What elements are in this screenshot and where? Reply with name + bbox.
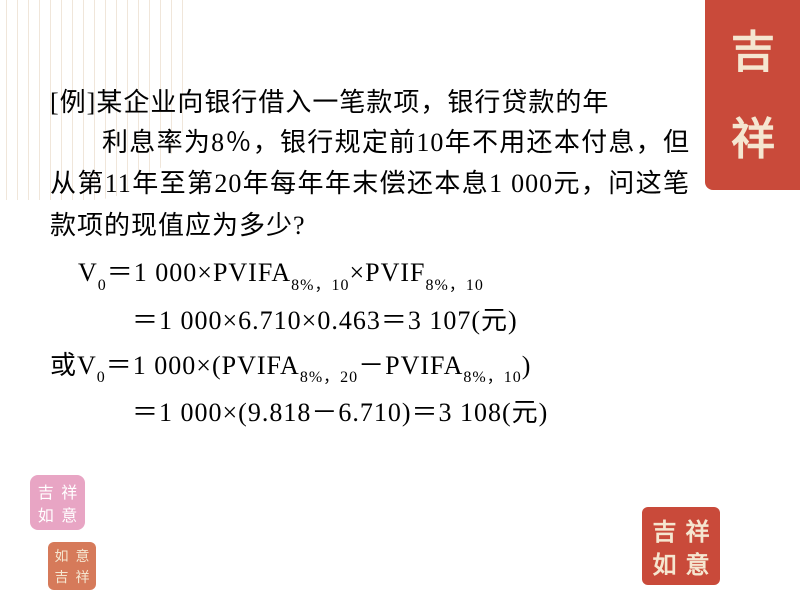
seal-char: 祥 <box>713 95 793 175</box>
formula-line-2: ＝1 000×6.710×0.463＝3 107(元) <box>132 298 690 344</box>
seal-char: 意 <box>681 546 714 579</box>
formula-line-1: V0＝1 000×PVIFA8%，10×PVIF8%，10 <box>78 250 690 297</box>
seal-bottom-left-orange: 如 意 吉 祥 <box>48 542 96 590</box>
problem-line2: 利息率为8％，银行规定前10年不用还本付息，但从第11年至第20年每年年末偿还本… <box>50 122 690 247</box>
problem-line1: [例]某企业向银行借入一笔款项，银行贷款的年 <box>50 88 609 117</box>
seal-bottom-right: 吉 祥 如 意 <box>642 507 720 585</box>
seal-char: 意 <box>72 545 93 566</box>
formula-line-3: 或V0＝1 000×(PVIFA8%，20－PVIFA8%，10) <box>50 343 690 390</box>
seal-char: 祥 <box>58 479 82 503</box>
problem-text: [例]某企业向银行借入一笔款项，银行贷款的年 利息率为8％，银行规定前10年不用… <box>50 82 690 246</box>
seal-char: 吉 <box>51 566 72 587</box>
formula-line-4: ＝1 000×(9.818－6.710)＝3 108(元) <box>132 390 690 436</box>
seal-char: 吉 <box>648 513 681 546</box>
seal-top-right: 吉 祥 <box>705 0 800 190</box>
seal-char: 如 <box>648 546 681 579</box>
seal-char: 意 <box>58 503 82 527</box>
seal-char: 吉 <box>34 479 58 503</box>
seal-char: 吉 <box>713 8 793 88</box>
seal-char: 祥 <box>681 513 714 546</box>
seal-char: 祥 <box>72 566 93 587</box>
seal-char: 如 <box>51 545 72 566</box>
seal-char: 如 <box>34 503 58 527</box>
seal-bottom-left-pink: 吉 祥 如 意 <box>30 475 85 530</box>
slide-content: [例]某企业向银行借入一笔款项，银行贷款的年 利息率为8％，银行规定前10年不用… <box>50 82 690 436</box>
